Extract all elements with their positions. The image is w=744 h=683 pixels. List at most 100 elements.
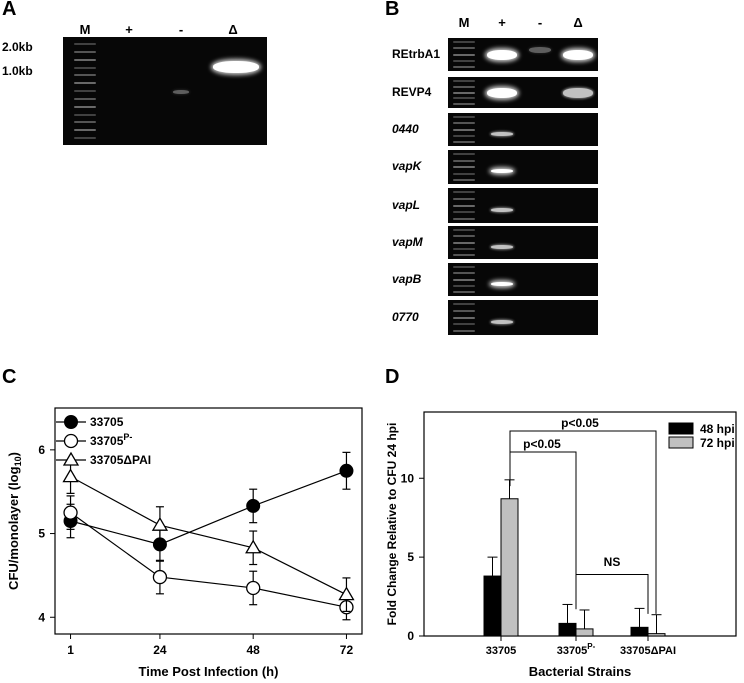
- line-chart-cfu: 1 24 48 72 4 5 6 Time Post Infection (h) CFU/mon…: [6, 407, 363, 679]
- lane-header: M: [458, 15, 470, 30]
- data-point: [62, 468, 79, 483]
- gene-label: vapB: [392, 271, 422, 286]
- ladder-band: [74, 66, 96, 69]
- legend: 33705 33705P- 33705ΔPAI: [56, 415, 151, 467]
- x-tick-label: 33705ΔPAI: [620, 645, 676, 657]
- legend-marker: [64, 415, 78, 429]
- band-plus: [491, 207, 513, 212]
- ladder-band: [453, 172, 475, 175]
- ladder-band: [453, 191, 475, 193]
- data-point: [246, 498, 261, 513]
- x-tick-label: 48: [247, 643, 261, 657]
- bracket-line: [510, 451, 577, 610]
- ladder-band: [453, 316, 475, 319]
- x-tick-label: 33705P-: [557, 642, 596, 657]
- ladder-band: [74, 58, 96, 61]
- data-point: [63, 505, 78, 520]
- y-tick-label: 5: [407, 550, 414, 564]
- panel-d-letter: D: [385, 366, 400, 388]
- gel-band-delta: [213, 61, 259, 73]
- series-line: [70, 476, 347, 596]
- bar: [575, 628, 594, 637]
- gene-label: 0440: [392, 121, 419, 136]
- ladder-band: [453, 53, 475, 56]
- panel-b-letter: B: [385, 0, 400, 20]
- significance-brackets: p<0.05p<0.05 NS: [509, 416, 657, 614]
- ladder-band: [453, 247, 475, 250]
- bracket-line: [575, 573, 649, 614]
- bar: [647, 633, 666, 637]
- ladder-band: [453, 103, 475, 105]
- y-tick-label: 4: [38, 610, 45, 624]
- gene-label: vapM: [392, 234, 423, 249]
- ladder-band: [453, 211, 475, 214]
- ladder-band: [453, 235, 475, 238]
- data-point: [246, 580, 261, 596]
- ladder-band: [453, 128, 475, 131]
- x-tick-label: 72: [340, 643, 354, 657]
- band-plus: [487, 49, 517, 60]
- legend-label: 33705: [90, 415, 124, 429]
- ladder-band: [453, 197, 475, 200]
- ladder-band: [453, 47, 475, 50]
- ladder-band: [74, 50, 96, 53]
- band-plus: [487, 87, 517, 98]
- ladder-band: [453, 309, 475, 312]
- ladder-band: [453, 278, 475, 281]
- gene-label: REtrbA1: [392, 46, 441, 61]
- ladder-band: [74, 74, 96, 77]
- ladder-band: [453, 179, 475, 181]
- y-axis-label: Fold Change Relative to CFU 24 hpi: [385, 423, 399, 626]
- y-tick-label: 6: [38, 443, 45, 457]
- size-marker-2kb: 2.0kb: [2, 40, 33, 54]
- band-plus: [491, 319, 513, 324]
- annotation-p2: p<0.05: [523, 437, 561, 451]
- gene-label: vapK: [392, 159, 422, 173]
- gene-label: 0770: [392, 309, 419, 324]
- ladder-band: [74, 105, 96, 108]
- gel-strip: [448, 226, 598, 259]
- band-minus: [529, 46, 551, 53]
- ladder-band: [74, 121, 96, 124]
- ladder-band: [453, 291, 475, 293]
- ladder-band: [453, 116, 475, 118]
- ladder-band: [453, 59, 475, 62]
- ladder-band: [453, 66, 475, 68]
- legend-swatch: [668, 436, 694, 449]
- data-point: [338, 586, 355, 601]
- ladder-band: [453, 122, 475, 125]
- x-tick-label: 24: [153, 643, 167, 657]
- ladder-band: [453, 141, 475, 143]
- ladder-band: [453, 80, 475, 82]
- x-axis-label: Bacterial Strains: [529, 664, 632, 679]
- x-tick-label: 1: [67, 643, 74, 657]
- lane-header: Δ: [228, 22, 238, 37]
- gel-strip: [448, 77, 598, 108]
- gene-label: REVP4: [392, 84, 432, 99]
- legend-swatch: [668, 422, 694, 435]
- ladder-band: [74, 97, 96, 100]
- panel-c-letter: C: [2, 366, 17, 388]
- panel-a-letter: A: [2, 0, 17, 20]
- band-delta: [563, 49, 593, 60]
- ladder-band: [453, 166, 475, 168]
- ladder-band: [453, 303, 475, 305]
- series-33705: [63, 451, 354, 562]
- ladder-band: [453, 159, 475, 162]
- annotation-ns: NS: [604, 555, 621, 569]
- ladder-band: [453, 284, 475, 287]
- bar-chart-fold-change: 0 5 10 33705 33705P- 33705ΔPAI p<0.05p<0.05 NS 4…: [385, 411, 737, 679]
- bar: [558, 622, 577, 637]
- ladder-band: [74, 129, 96, 132]
- ladder-band: [74, 113, 96, 116]
- x-axis-label: Time Post Infection (h): [139, 664, 279, 679]
- series-line: [70, 470, 347, 546]
- ladder-band: [74, 82, 96, 85]
- ladder-band: [74, 137, 96, 139]
- data-point: [339, 463, 354, 478]
- data-point: [151, 516, 169, 531]
- band-plus: [491, 244, 513, 249]
- ladder-band: [74, 43, 96, 45]
- lane-header: +: [498, 15, 506, 30]
